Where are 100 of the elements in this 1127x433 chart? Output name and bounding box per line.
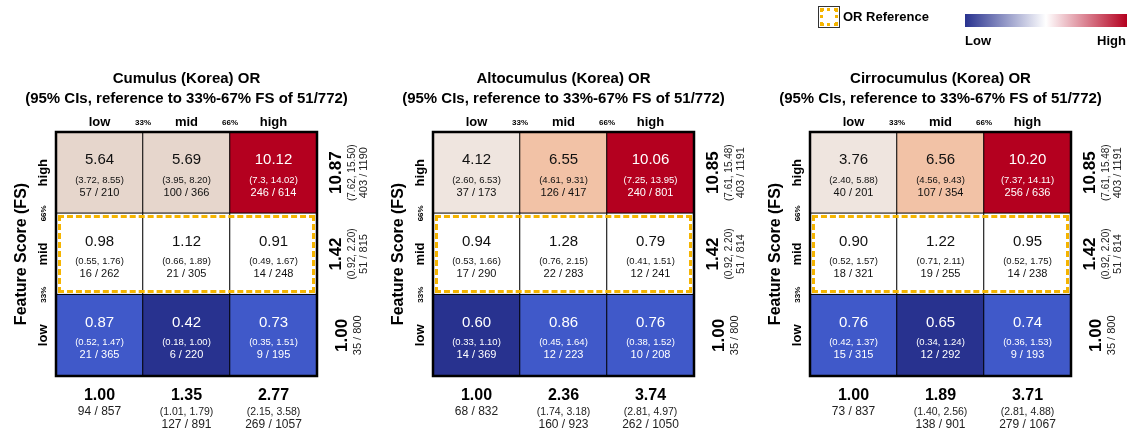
data-label: 4.12 bbox=[461, 150, 492, 168]
text: 33% bbox=[134, 117, 152, 127]
data-label: 0.86 bbox=[548, 312, 579, 330]
y2-tick-label: 10.85 (7.61, 15.48) 403 / 1191 bbox=[1080, 144, 1123, 202]
annotation: (7.25, 13.95) 240 / 801 bbox=[622, 173, 679, 199]
annotation: (0.52, 1.75) 14 / 238 bbox=[1002, 255, 1053, 280]
text: High bbox=[1097, 33, 1126, 48]
data-label: 10.20 bbox=[1008, 150, 1047, 168]
annotation: (4.61, 9.31) 126 / 417 bbox=[538, 173, 589, 199]
text: 2.36 (1.74, 3.18) 160 / 923 bbox=[536, 386, 591, 431]
y2-tick-label: 10.85 (7.61, 15.48) 403 / 1191 bbox=[703, 144, 746, 202]
annotation: (0.38, 1.52) 10 / 208 bbox=[625, 336, 676, 362]
annotation: (0.42, 1.37) 15 / 315 bbox=[828, 336, 879, 362]
text: 66% bbox=[975, 117, 993, 127]
y-axis-title: Feature Score (FS) bbox=[765, 182, 783, 326]
annotation: (0.45, 1.64) 12 / 223 bbox=[538, 336, 589, 362]
data-label: 1.12 bbox=[171, 231, 202, 249]
y-tick-label: low bbox=[35, 323, 50, 347]
data-label: 10.12 bbox=[254, 150, 293, 168]
annotation: (7.3, 14.02) 246 / 614 bbox=[248, 173, 299, 199]
annotation: (0.33, 1.10) 14 / 369 bbox=[451, 336, 502, 362]
text: 1.35 (1.01, 1.79) 127 / 891 bbox=[159, 386, 214, 431]
data-label: 6.55 bbox=[548, 150, 579, 168]
chart-title: Cirrocumulus (Korea) OR bbox=[850, 68, 1032, 86]
y2-tick-label: 10.87 (7.62, 15.50) 403 / 1190 bbox=[326, 144, 369, 202]
annotation: (2.40, 5.88) 40 / 201 bbox=[828, 173, 879, 199]
data-label: 0.94 bbox=[461, 231, 492, 249]
annotation: (0.53, 1.66) 17 / 290 bbox=[451, 255, 502, 280]
text: 33% bbox=[38, 286, 48, 303]
text: Low bbox=[965, 33, 991, 48]
annotation: (3.95, 8.20) 100 / 366 bbox=[161, 173, 212, 199]
x-tick-label: high bbox=[1013, 114, 1042, 129]
text: 1.00 94 / 857 bbox=[77, 386, 122, 418]
text: 1.00 73 / 837 bbox=[831, 386, 876, 418]
annotation: (0.55, 1.76) 16 / 262 bbox=[74, 255, 125, 280]
annotation: (0.34, 1.24) 12 / 292 bbox=[915, 336, 966, 362]
y2-tick-label: 1.42 (0.92, 2.20) 51 / 815 bbox=[326, 228, 369, 280]
x-tick-label: mid bbox=[551, 114, 576, 129]
annotation: (0.41, 1.51) 12 / 241 bbox=[625, 255, 676, 280]
annotation: (3.72, 8.55) 57 / 210 bbox=[74, 173, 125, 199]
annotation: (0.36, 1.53) 9 / 193 bbox=[1002, 336, 1053, 362]
annotation: (0.71, 2.11) 19 / 255 bbox=[915, 255, 966, 280]
text: 66% bbox=[415, 205, 425, 222]
text: 33% bbox=[888, 117, 906, 127]
data-label: 0.76 bbox=[838, 312, 869, 330]
data-label: 0.73 bbox=[258, 312, 289, 330]
data-label: 0.90 bbox=[838, 231, 869, 249]
data-label: 1.22 bbox=[925, 231, 956, 249]
text: 66% bbox=[221, 117, 239, 127]
x-tick-label: low bbox=[465, 114, 489, 129]
text: 66% bbox=[598, 117, 616, 127]
data-label: 0.60 bbox=[461, 312, 492, 330]
chart-title: Cumulus (Korea) OR bbox=[112, 68, 261, 86]
data-label: 3.76 bbox=[838, 150, 869, 168]
x-tick-label: high bbox=[636, 114, 665, 129]
y2-tick-label: 1.00 35 / 800 bbox=[708, 315, 740, 356]
data-label: 0.98 bbox=[84, 231, 115, 249]
data-label: 0.74 bbox=[1012, 312, 1043, 330]
annotation: (2.60, 6.53) 37 / 173 bbox=[451, 173, 502, 199]
annotation: (4.56, 9.43) 107 / 354 bbox=[915, 173, 966, 199]
annotation: (0.52, 1.57) 18 / 321 bbox=[828, 255, 879, 280]
text: 1.89 (1.40, 2.56) 138 / 901 bbox=[913, 386, 968, 431]
text: 3.74 (2.81, 4.97) 262 / 1050 bbox=[622, 386, 680, 431]
y-tick-label: low bbox=[789, 323, 804, 347]
annotation: (0.76, 2.15) 22 / 283 bbox=[538, 255, 589, 280]
data-label: 10.06 bbox=[631, 150, 670, 168]
x-tick-label: low bbox=[88, 114, 112, 129]
y-tick-label: mid bbox=[789, 242, 804, 266]
y2-tick-label: 1.00 35 / 800 bbox=[1085, 315, 1117, 356]
text: 33% bbox=[511, 117, 529, 127]
x-tick-label: mid bbox=[928, 114, 953, 129]
y-axis-title: Feature Score (FS) bbox=[388, 182, 406, 326]
text: 66% bbox=[792, 205, 802, 222]
annotation: (0.35, 1.51) 9 / 195 bbox=[248, 336, 299, 362]
chart-title: Altocumulus (Korea) OR bbox=[476, 68, 651, 86]
y-axis-title: Feature Score (FS) bbox=[11, 182, 29, 326]
annotation: (0.66, 1.89) 21 / 305 bbox=[161, 255, 212, 280]
text: 66% bbox=[38, 205, 48, 222]
y-tick-label: mid bbox=[35, 242, 50, 266]
x-tick-label: mid bbox=[174, 114, 199, 129]
data-label: 5.69 bbox=[171, 150, 202, 168]
data-label: 0.91 bbox=[258, 231, 289, 249]
data-label: 0.87 bbox=[84, 312, 115, 330]
chart-subtitle: (95% CIs, reference to 33%-67% FS of 51/772) bbox=[402, 88, 725, 106]
data-label: 0.95 bbox=[1012, 231, 1043, 249]
data-label: 0.79 bbox=[635, 231, 666, 249]
x-tick-label: high bbox=[259, 114, 288, 129]
y-tick-label: mid bbox=[412, 242, 427, 266]
text: 1.00 68 / 832 bbox=[454, 386, 499, 418]
annotation: (0.18, 1.00) 6 / 220 bbox=[161, 336, 212, 362]
x-tick-label: low bbox=[842, 114, 866, 129]
annotation: (0.49, 1.67) 14 / 248 bbox=[248, 255, 299, 280]
data-label: 1.28 bbox=[548, 231, 579, 249]
text: 33% bbox=[792, 286, 802, 303]
annotation: (0.52, 1.47) 21 / 365 bbox=[74, 336, 125, 362]
y-tick-label: high bbox=[412, 158, 427, 187]
text: OR Reference bbox=[843, 9, 929, 24]
data-label: 0.76 bbox=[635, 312, 666, 330]
chart-subtitle: (95% CIs, reference to 33%-67% FS of 51/772) bbox=[25, 88, 348, 106]
chart-subtitle: (95% CIs, reference to 33%-67% FS of 51/772) bbox=[779, 88, 1102, 106]
